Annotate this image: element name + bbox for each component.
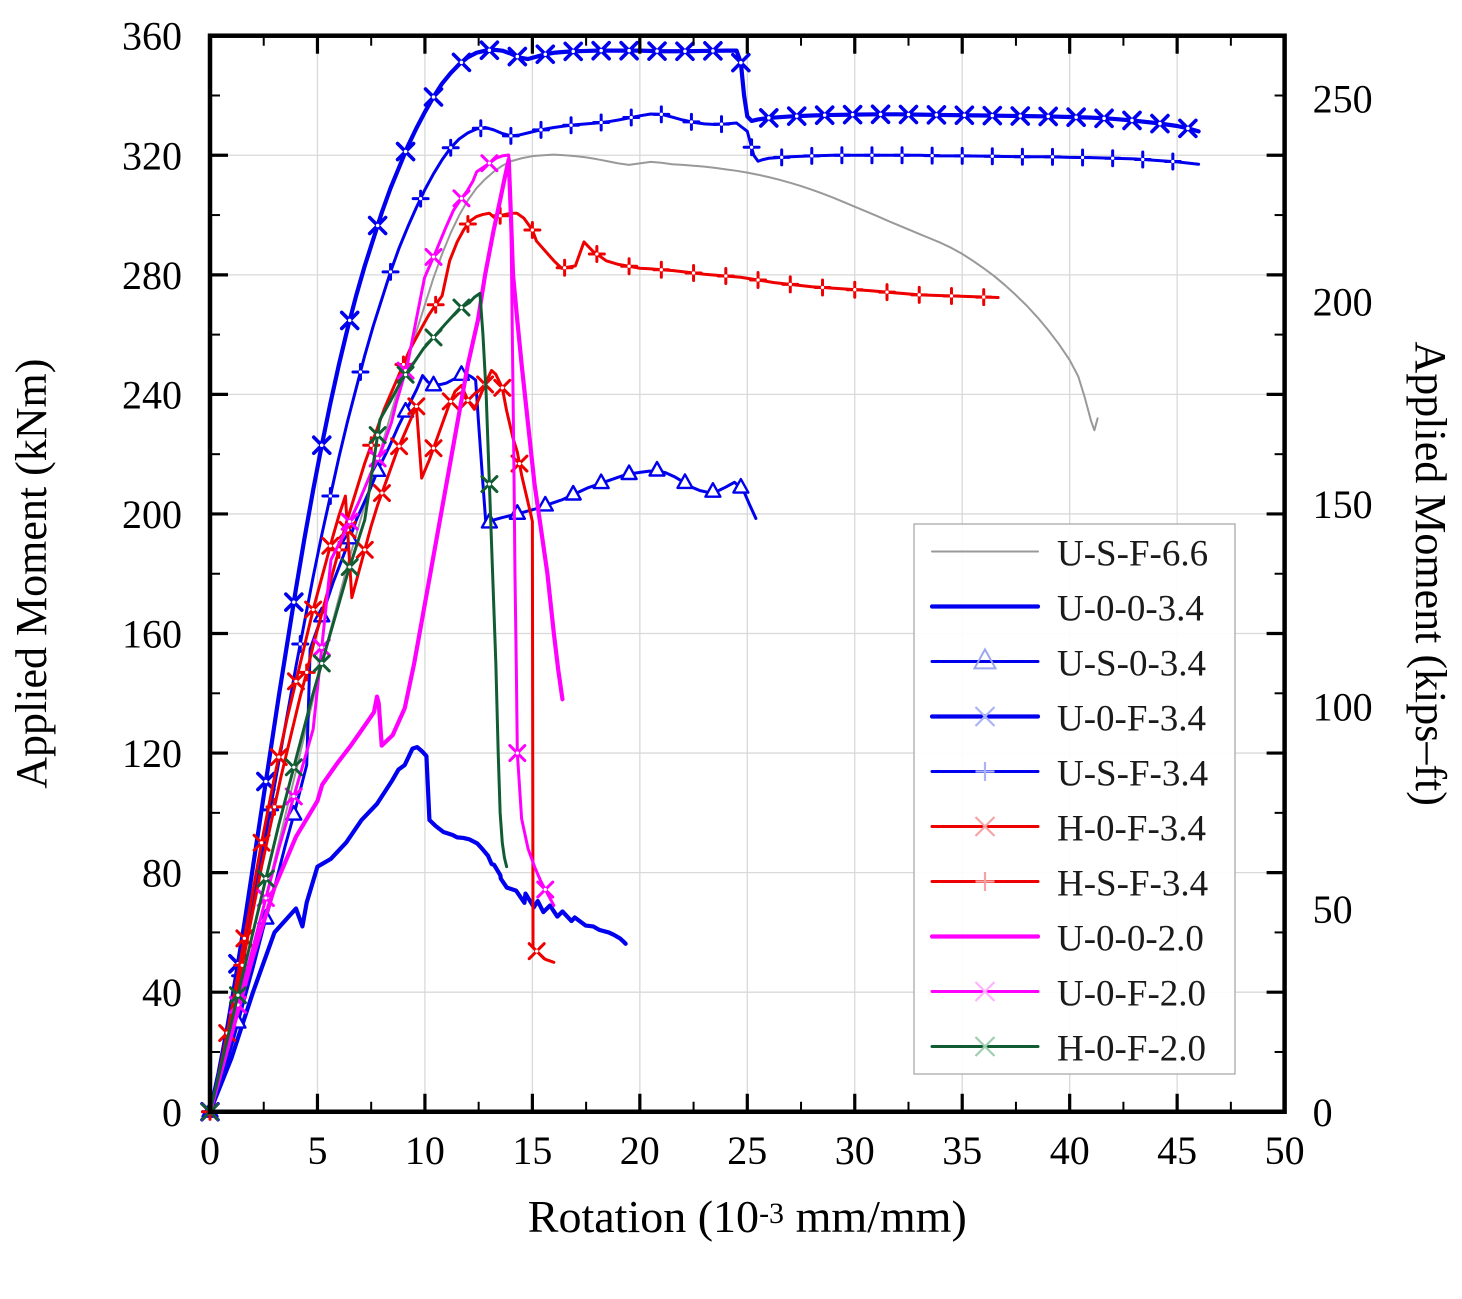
svg-text:100: 100 — [1313, 685, 1373, 730]
svg-text:U-0-F-2.0: U-0-F-2.0 — [1057, 974, 1206, 1015]
svg-text:H-0-F-2.0: H-0-F-2.0 — [1057, 1029, 1206, 1070]
svg-text:Rotation (10-3 mm/mm): Rotation (10-3 mm/mm) — [528, 1191, 967, 1242]
svg-text:H-0-F-3.4: H-0-F-3.4 — [1057, 809, 1206, 850]
svg-text:U-0-0-2.0: U-0-0-2.0 — [1057, 919, 1204, 960]
svg-text:50: 50 — [1313, 887, 1353, 932]
svg-text:U-S-F-3.4: U-S-F-3.4 — [1057, 754, 1208, 795]
svg-text:150: 150 — [1313, 482, 1373, 527]
svg-text:U-0-0-3.4: U-0-0-3.4 — [1057, 589, 1204, 630]
svg-text:U-0-F-3.4: U-0-F-3.4 — [1057, 699, 1206, 740]
svg-text:40: 40 — [1050, 1128, 1090, 1173]
svg-text:U-S-F-6.6: U-S-F-6.6 — [1057, 534, 1208, 575]
svg-text:80: 80 — [142, 851, 182, 896]
svg-text:200: 200 — [1313, 279, 1373, 324]
svg-text:H-S-F-3.4: H-S-F-3.4 — [1057, 864, 1208, 905]
svg-text:Applied Moment (kips–ft): Applied Moment (kips–ft) — [1406, 342, 1455, 806]
svg-text:45: 45 — [1157, 1128, 1197, 1173]
svg-text:0: 0 — [162, 1090, 182, 1135]
svg-text:360: 360 — [122, 14, 182, 59]
svg-text:320: 320 — [122, 133, 182, 178]
svg-text:40: 40 — [142, 970, 182, 1015]
svg-text:240: 240 — [122, 372, 182, 417]
svg-text:Applied Moment (kNm): Applied Moment (kNm) — [7, 359, 56, 789]
svg-text:280: 280 — [122, 253, 182, 298]
svg-text:50: 50 — [1265, 1128, 1305, 1173]
svg-text:160: 160 — [122, 612, 182, 657]
svg-text:0: 0 — [1313, 1090, 1333, 1135]
svg-text:10: 10 — [405, 1128, 445, 1173]
svg-text:120: 120 — [122, 731, 182, 776]
svg-text:5: 5 — [308, 1128, 328, 1173]
svg-text:0: 0 — [200, 1128, 220, 1173]
svg-text:25: 25 — [727, 1128, 767, 1173]
svg-text:250: 250 — [1313, 77, 1373, 122]
svg-text:U-S-0-3.4: U-S-0-3.4 — [1057, 644, 1206, 685]
svg-text:15: 15 — [512, 1128, 552, 1173]
svg-text:200: 200 — [122, 492, 182, 537]
svg-text:20: 20 — [620, 1128, 660, 1173]
svg-text:30: 30 — [835, 1128, 875, 1173]
svg-text:35: 35 — [942, 1128, 982, 1173]
